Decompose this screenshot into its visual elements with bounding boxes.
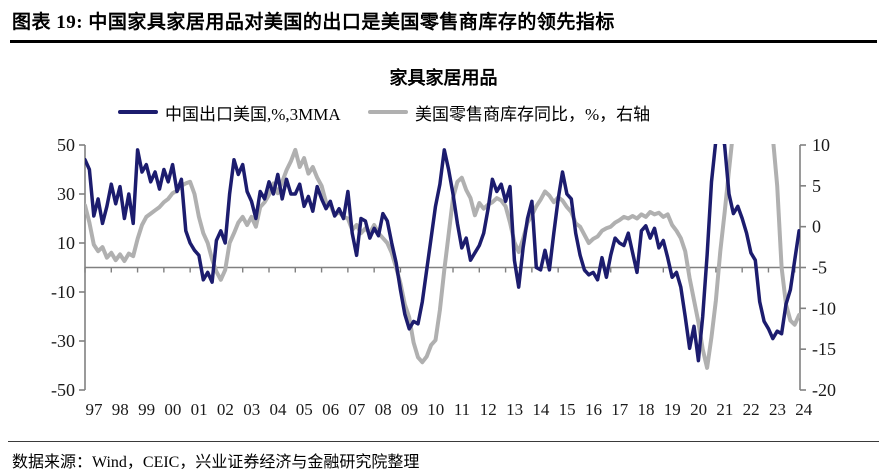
- legend-label: 中国出口美国,%,3MMA: [165, 104, 341, 124]
- x-tick-label: 09: [401, 400, 418, 419]
- x-tick-label: 14: [532, 400, 550, 419]
- left-tick-label: 10: [57, 233, 75, 253]
- x-tick-label: 99: [138, 400, 155, 419]
- figure-caption: 图表 19: 中国家具家居用品对美国的出口是美国零售商库存的领先指标: [12, 12, 615, 33]
- right-axis: 10 5 0 -5 -10 -15 -20: [800, 135, 836, 400]
- right-tick-label: -5: [812, 258, 827, 278]
- x-tick-label: 20: [690, 400, 707, 419]
- footer-rule: [8, 441, 879, 442]
- data-source-note: 数据来源：Wind，CEIC，兴业证券经济与金融研究院整理: [12, 454, 420, 471]
- x-tick-label: 05: [296, 400, 313, 419]
- gray-line-swatch-icon: [368, 110, 408, 114]
- right-tick-label: -20: [812, 380, 836, 400]
- x-tick-label: 97: [86, 400, 104, 419]
- x-tick-label: 07: [348, 400, 366, 419]
- x-tick-label: 02: [217, 400, 234, 419]
- x-tick-label: 01: [191, 400, 208, 419]
- x-axis: 97 98 99 00 01 02 03 04 05 06 07 08 09 10 11 12 13 14 15 16…: [84, 267, 813, 419]
- legend-item-china-exports: 中国出口美国,%,3MMA: [118, 101, 341, 124]
- x-tick-label: 10: [427, 400, 444, 419]
- x-tick-label: 13: [506, 400, 523, 419]
- right-tick-label: -10: [812, 298, 836, 318]
- left-tick-label: -30: [51, 331, 75, 351]
- x-tick-label: 06: [322, 400, 339, 419]
- right-tick-label: -15: [812, 339, 836, 359]
- x-tick-label: 15: [559, 400, 576, 419]
- series-line-1: [85, 144, 800, 370]
- x-tick-label: 24: [795, 400, 813, 419]
- x-tick-label: 17: [611, 400, 629, 419]
- x-tick-label: 21: [716, 400, 733, 419]
- right-tick-label: 10: [812, 135, 830, 155]
- x-tick-label: 08: [375, 400, 392, 419]
- left-tick-label: 50: [57, 135, 75, 155]
- right-tick-label: 0: [812, 217, 821, 237]
- left-tick-label: -10: [51, 282, 75, 302]
- x-tick-label: 23: [769, 400, 786, 419]
- left-tick-label: -50: [51, 380, 75, 400]
- caption-underline: [10, 40, 877, 43]
- x-tick-label: 04: [270, 400, 288, 419]
- series-line-0: [85, 144, 800, 363]
- left-axis: 50 30 10 -10 -30 -50: [51, 135, 85, 400]
- x-tick-label: 16: [585, 400, 602, 419]
- x-tick-label: 98: [112, 400, 129, 419]
- left-tick-label: 30: [57, 184, 75, 204]
- x-tick-label: 22: [743, 400, 760, 419]
- legend-item-us-retail-inventory: 美国零售商库存同比，%，右轴: [368, 101, 651, 124]
- legend-label: 美国零售商库存同比，%，右轴: [415, 104, 651, 124]
- right-tick-label: 5: [812, 176, 821, 196]
- axes: [84, 145, 801, 390]
- x-tick-label: 11: [454, 400, 470, 419]
- navy-line-swatch-icon: [118, 110, 158, 114]
- chart-legend: 中国出口美国,%,3MMA 美国零售商库存同比，%，右轴: [0, 101, 887, 124]
- chart-title: 家具家居用品: [389, 68, 498, 88]
- x-tick-label: 12: [480, 400, 497, 419]
- x-tick-label: 19: [664, 400, 681, 419]
- x-tick-label: 03: [243, 400, 260, 419]
- x-tick-label: 18: [638, 400, 655, 419]
- x-tick-label: 00: [164, 400, 181, 419]
